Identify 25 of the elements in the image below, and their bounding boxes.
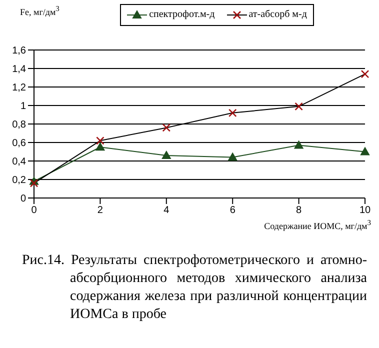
point — [96, 142, 105, 151]
x-tick-label: 10 — [359, 205, 371, 216]
y-tick-label: 0,4 — [12, 156, 26, 168]
point — [228, 152, 238, 161]
x-tick-label: 4 — [164, 205, 170, 216]
x-tick-label: 8 — [296, 205, 302, 216]
point — [294, 140, 304, 149]
y-tick-label: 0,6 — [12, 138, 26, 150]
y-tick-label: 1,4 — [12, 64, 26, 76]
x-tick-label: 0 — [31, 205, 38, 216]
y-tick-label: 1,2 — [12, 82, 26, 94]
x-tick-label: 6 — [230, 205, 236, 216]
y-tick-label: 0,2 — [12, 175, 26, 186]
y-tick-label: 1 — [20, 101, 26, 112]
text: Рис.14. Результаты спектрофотометрического и атомно-абсорбционного методов химического анализа содержания железа при различной концентрации ИОМСа в пробе — [22, 252, 367, 324]
legend-label: спектрофот.м-д — [149, 8, 215, 22]
x-tick-label: 2 — [97, 205, 104, 216]
y-axis-title: Fe, мг/дм$^{3}$ — [20, 4, 60, 17]
point — [360, 147, 370, 156]
y-tick-label: 0 — [20, 194, 26, 205]
legend-label: ат-абсорб м-д — [248, 8, 307, 22]
y-tick-label: 1,6 — [12, 46, 26, 57]
y-tick-label: 0,8 — [12, 120, 26, 131]
x-axis-title: Содержание ИОМС, мг/дм$^{3}$ — [264, 218, 371, 231]
point — [162, 150, 171, 159]
